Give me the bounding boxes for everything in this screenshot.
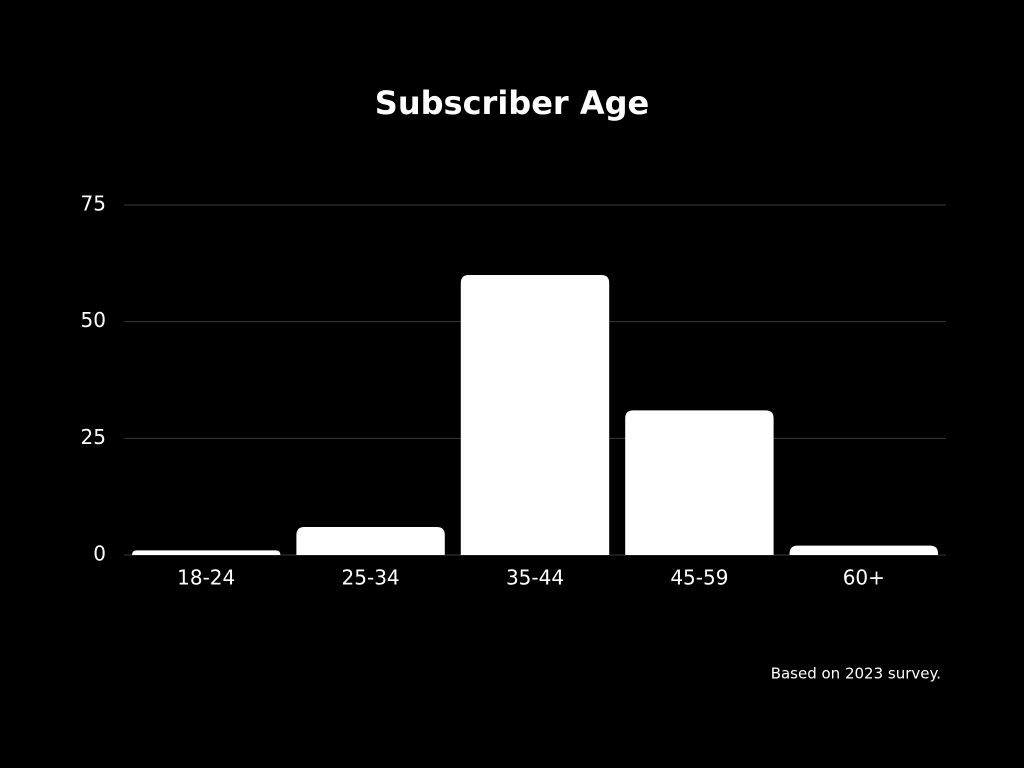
- bar: [789, 545, 938, 555]
- y-tick-label: 25: [81, 425, 106, 449]
- bar: [625, 410, 774, 555]
- bar: [460, 275, 610, 555]
- y-tick-label: 0: [93, 542, 106, 566]
- bar: [132, 550, 281, 555]
- y-tick-label: 50: [81, 308, 106, 332]
- x-tick-label: 25-34: [342, 566, 400, 590]
- x-tick-label: 18-24: [177, 566, 235, 590]
- y-tick-label: 75: [81, 192, 106, 216]
- chart-title: Subscriber Age: [375, 84, 649, 122]
- bar: [296, 527, 445, 555]
- footnote: Based on 2023 survey.: [771, 665, 941, 683]
- x-tick-label: 45-59: [670, 566, 728, 590]
- x-tick-label: 35-44: [506, 566, 564, 590]
- x-tick-label: 60+: [843, 566, 885, 590]
